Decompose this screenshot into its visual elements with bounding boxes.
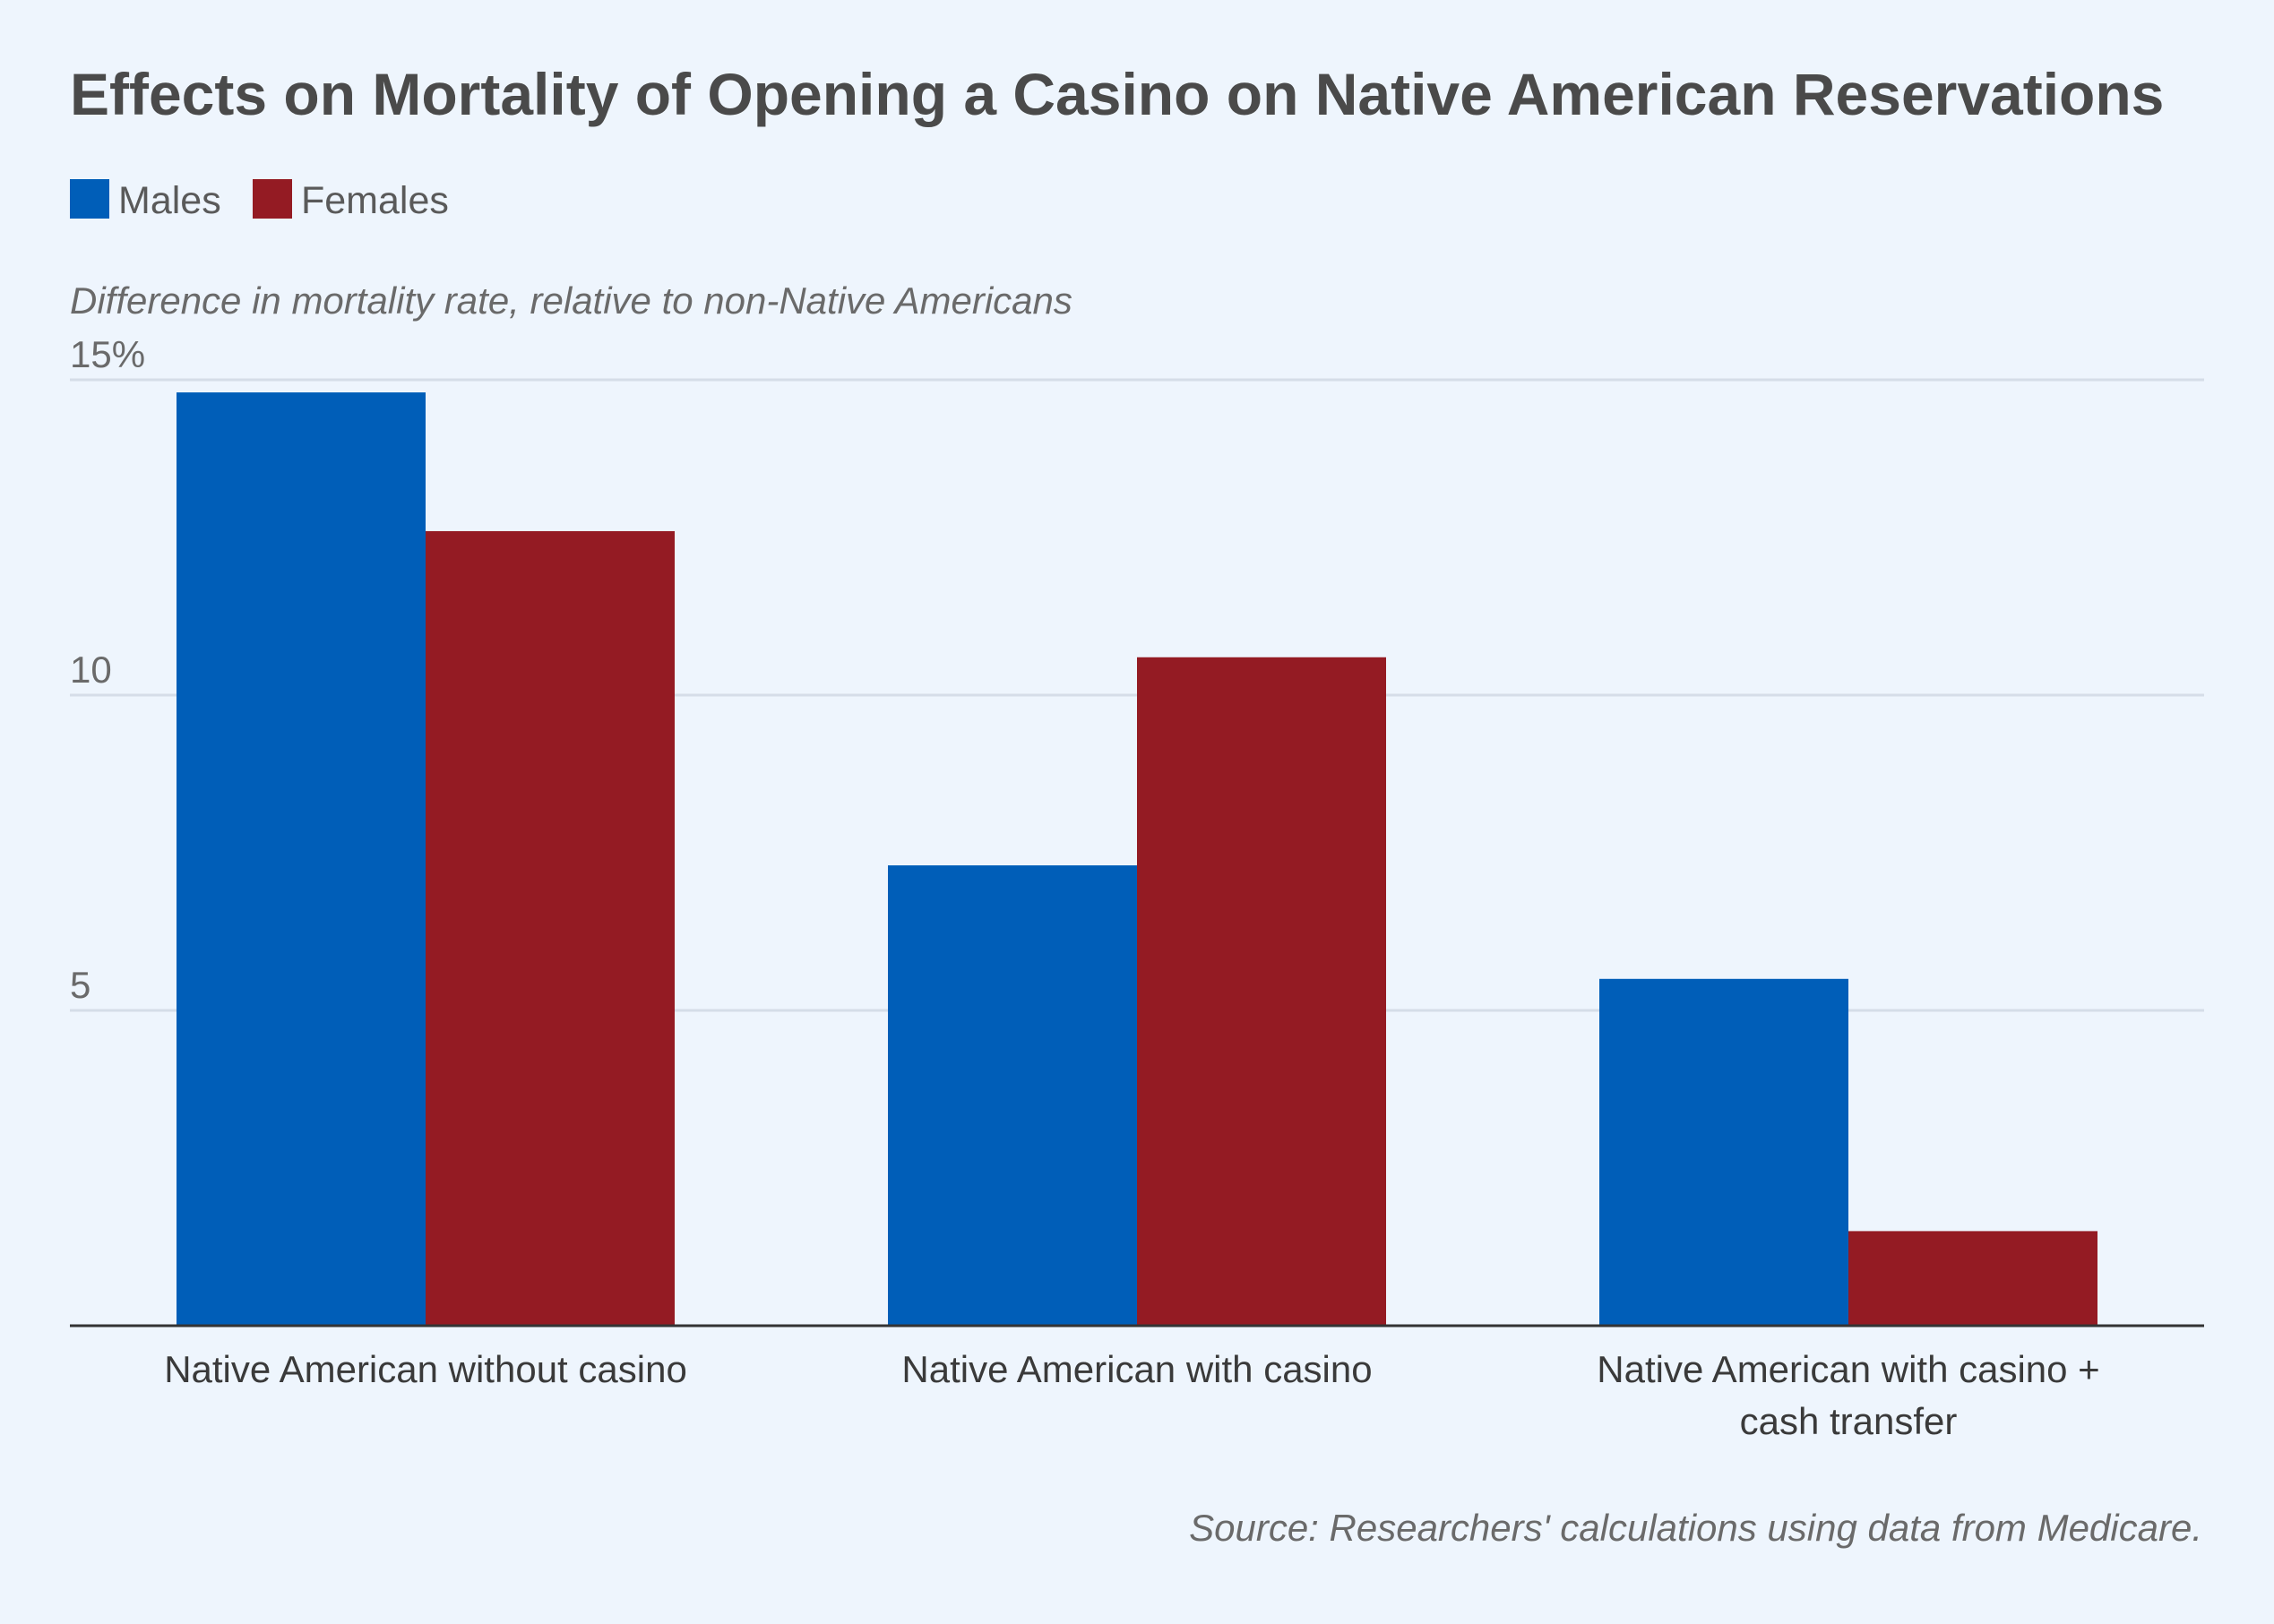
bar-females-1: [1137, 657, 1386, 1326]
y-tick-label: 10: [70, 649, 112, 691]
category-label: Native American without casino: [164, 1348, 687, 1390]
x-axis-categories: Native American without casino Native Ame…: [164, 1348, 2100, 1442]
bar-females-0: [426, 530, 675, 1326]
y-axis-ticks: 5 10 15%: [70, 333, 145, 1006]
bars: [177, 392, 2097, 1327]
chart-title: Effects on Mortality of Opening a Casino…: [70, 61, 2164, 127]
bar-males-1: [888, 865, 1137, 1326]
category-label: cash transfer: [1740, 1400, 1958, 1442]
y-tick-label: 5: [70, 964, 90, 1006]
legend: Males Females: [70, 179, 449, 222]
source-note: Source: Researchers' calculations using …: [1189, 1507, 2202, 1549]
legend-label-females: Females: [301, 179, 449, 222]
legend-swatch-males: [70, 179, 109, 219]
bar-males-0: [177, 392, 426, 1327]
bar-males-2: [1599, 978, 1848, 1326]
bar-females-2: [1848, 1231, 2097, 1326]
y-axis-label: Difference in mortality rate, relative t…: [70, 279, 1072, 322]
legend-label-males: Males: [118, 179, 221, 222]
y-tick-label: 15%: [70, 333, 145, 375]
category-label: Native American with casino: [901, 1348, 1372, 1390]
category-label: Native American with casino +: [1597, 1348, 2099, 1390]
legend-swatch-females: [253, 179, 292, 219]
